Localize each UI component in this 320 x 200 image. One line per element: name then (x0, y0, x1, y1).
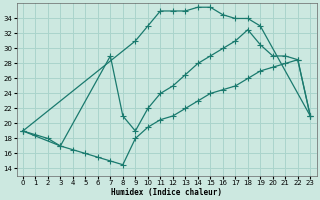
X-axis label: Humidex (Indice chaleur): Humidex (Indice chaleur) (111, 188, 222, 197)
